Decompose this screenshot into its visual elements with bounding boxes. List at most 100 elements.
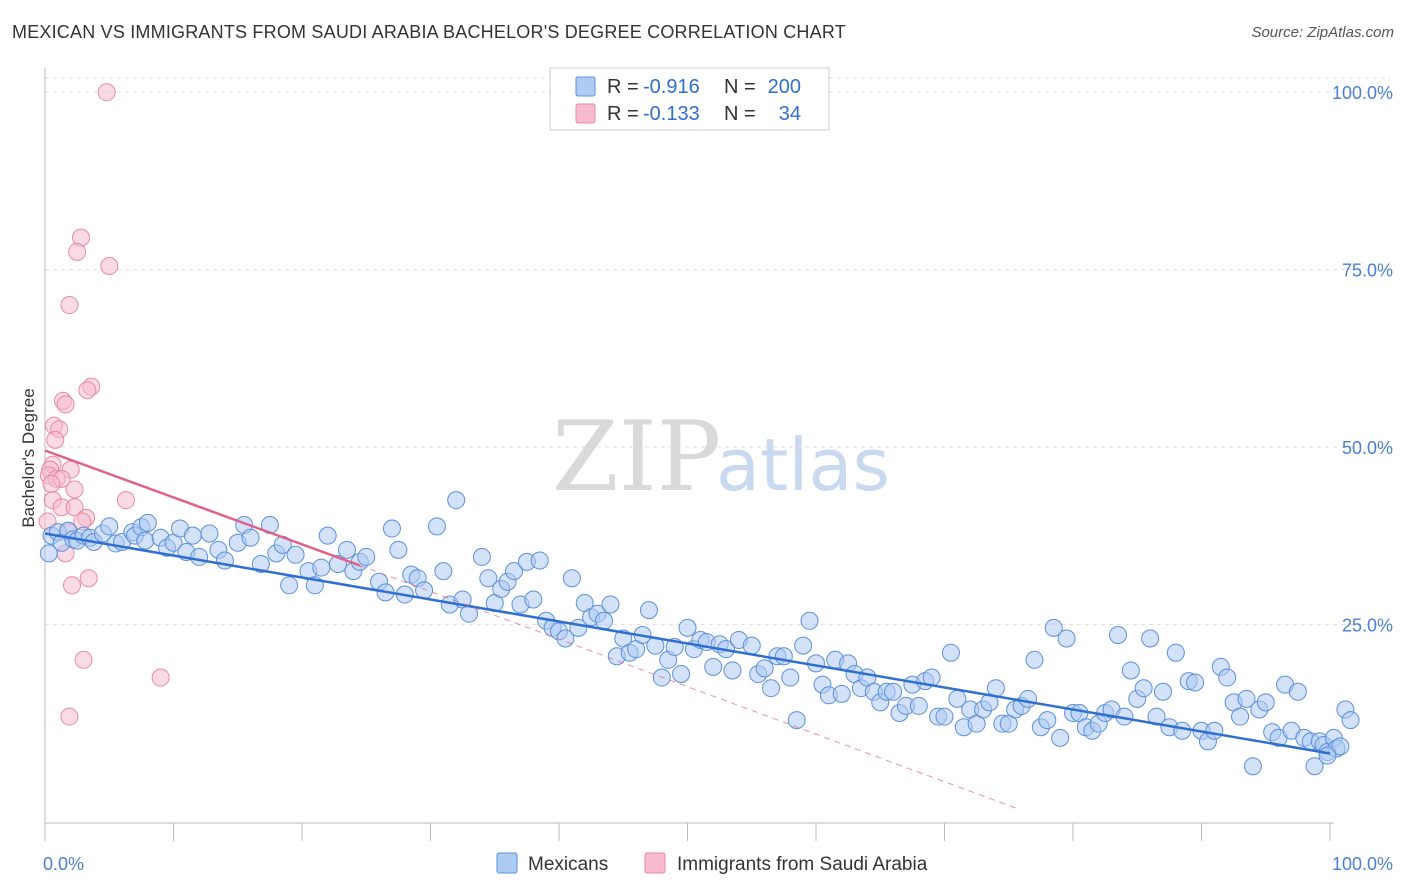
saudi-trend-extension bbox=[359, 564, 1018, 810]
mexicans-point-149 bbox=[1044, 618, 1063, 637]
mexicans-point-199 bbox=[1318, 746, 1337, 765]
mexicans-trend-line bbox=[44, 532, 1331, 755]
watermark: ZIP atlas bbox=[552, 401, 890, 513]
saudi-trend-line bbox=[44, 449, 361, 567]
mexicans-point-93 bbox=[678, 618, 697, 637]
mexicans-point-104 bbox=[755, 659, 774, 678]
axis-layer bbox=[44, 68, 1334, 841]
y-axis-label: Bachelor's Degree bbox=[19, 388, 38, 527]
mexicans-point-80 bbox=[594, 611, 613, 630]
bottom-legend-mexicans: Mexicans bbox=[528, 854, 608, 875]
mexicans-point-168 bbox=[1166, 643, 1185, 662]
bottom-legend-swatch-saudi bbox=[644, 852, 666, 874]
mexicans-point-176 bbox=[1218, 668, 1237, 687]
mexicans-point-146 bbox=[1025, 650, 1044, 669]
series-saudi-points bbox=[38, 83, 170, 726]
legend-r-label-saudi: R = bbox=[607, 103, 639, 125]
mexicans-point-165 bbox=[1147, 707, 1166, 726]
mexicans-point-161 bbox=[1121, 661, 1140, 680]
mexicans-point-171 bbox=[1186, 673, 1205, 692]
y-tick-label-1: 50.0% bbox=[1342, 438, 1393, 458]
y-tick-label-0: 25.0% bbox=[1342, 615, 1393, 635]
mexicans-point-18 bbox=[138, 513, 157, 532]
mexicans-point-31 bbox=[241, 528, 260, 547]
mexicans-point-116 bbox=[832, 684, 851, 703]
mexicans-point-124 bbox=[884, 682, 903, 701]
mexicans-point-75 bbox=[562, 569, 581, 588]
mexicans-point-159 bbox=[1108, 625, 1127, 644]
mexicans-point-40 bbox=[312, 558, 331, 577]
mexicans-point-164 bbox=[1141, 629, 1160, 648]
source-credit: Source: ZipAtlas.com bbox=[1251, 24, 1394, 41]
mexicans-point-56 bbox=[434, 562, 453, 581]
x-tick-label-0: 0.0% bbox=[43, 854, 84, 874]
mexicans-point-182 bbox=[1256, 693, 1275, 712]
mexicans-point-190 bbox=[1305, 757, 1324, 776]
bottom-legend-swatch-mexicans bbox=[496, 852, 518, 874]
mexicans-point-174 bbox=[1205, 721, 1224, 740]
legend-n-value-mexicans: 200 bbox=[768, 76, 801, 98]
legend-n-value-saudi: 34 bbox=[779, 103, 801, 125]
trend-lines bbox=[44, 449, 1331, 810]
mexicans-point-187 bbox=[1288, 682, 1307, 701]
saudi-point-32 bbox=[151, 668, 170, 687]
mexicans-point-178 bbox=[1231, 707, 1250, 726]
mexicans-point-198 bbox=[1341, 711, 1360, 730]
mexicans-point-179 bbox=[1237, 689, 1256, 708]
mexicans-point-150 bbox=[1051, 728, 1070, 747]
legend-n-label-saudi: N = bbox=[724, 103, 756, 125]
saudi-point-11 bbox=[46, 430, 65, 449]
mexicans-point-97 bbox=[704, 657, 723, 676]
saudi-point-31 bbox=[74, 650, 93, 669]
mexicans-point-105 bbox=[762, 679, 781, 698]
saudi-point-33 bbox=[60, 707, 79, 726]
legend-r-value-mexicans: -0.916 bbox=[643, 76, 700, 98]
chart-title: MEXICAN VS IMMIGRANTS FROM SAUDI ARABIA … bbox=[12, 22, 846, 42]
legend-box bbox=[549, 67, 830, 131]
correlation-legend: R = -0.916 N = 200 R = -0.133 N = 34 bbox=[549, 67, 830, 131]
mexicans-point-70 bbox=[530, 551, 549, 570]
x-tick-label-1: 100.0% bbox=[1332, 854, 1393, 874]
legend-r-value-saudi: -0.133 bbox=[643, 103, 700, 125]
mexicans-point-43 bbox=[337, 540, 356, 559]
mexicans-point-108 bbox=[781, 668, 800, 687]
mexicans-point-25 bbox=[190, 547, 209, 566]
mexicans-point-169 bbox=[1173, 721, 1192, 740]
mexicans-point-148 bbox=[1038, 711, 1057, 730]
mexicans-point-102 bbox=[742, 636, 761, 655]
saudi-point-21 bbox=[116, 491, 135, 510]
saudi-point-6 bbox=[78, 381, 97, 400]
mexicans-point-36 bbox=[280, 576, 299, 595]
saudi-point-0 bbox=[97, 83, 116, 102]
mexicans-point-46 bbox=[357, 547, 376, 566]
legend-n-label-mexicans: N = bbox=[724, 76, 756, 98]
saudi-point-29 bbox=[79, 569, 98, 588]
mexicans-point-37 bbox=[286, 545, 305, 564]
mexicans-point-87 bbox=[639, 601, 658, 620]
mexicans-point-92 bbox=[672, 665, 691, 683]
saudi-point-2 bbox=[68, 242, 87, 261]
saudi-point-8 bbox=[56, 395, 75, 414]
y-tick-label-2: 75.0% bbox=[1342, 261, 1393, 281]
mexicans-point-62 bbox=[479, 569, 498, 588]
mexicans-point-163 bbox=[1134, 679, 1153, 698]
saudi-point-3 bbox=[100, 257, 119, 276]
mexicans-point-111 bbox=[800, 611, 819, 630]
mexicans-point-17 bbox=[136, 531, 155, 550]
mexicans-point-196 bbox=[1331, 737, 1350, 756]
legend-r-label-mexicans: R = bbox=[607, 76, 639, 98]
mexicans-point-58 bbox=[447, 491, 466, 510]
mexicans-point-133 bbox=[941, 643, 960, 662]
saudi-point-4 bbox=[60, 296, 79, 315]
mexicans-point-69 bbox=[524, 590, 543, 609]
mexicans-point-166 bbox=[1153, 682, 1172, 701]
mexicans-point-49 bbox=[382, 519, 401, 538]
mexicans-point-26 bbox=[200, 524, 219, 543]
legend-swatch-mexicans bbox=[575, 76, 596, 97]
y-tick-labels: 25.0% 50.0% 75.0% 100.0% bbox=[1332, 83, 1393, 635]
mexicans-point-24 bbox=[183, 526, 202, 545]
mexicans-point-32 bbox=[251, 555, 270, 574]
y-tick-label-3: 100.0% bbox=[1332, 83, 1393, 103]
series-legend: Mexicans Immigrants from Saudi Arabia bbox=[496, 852, 928, 875]
